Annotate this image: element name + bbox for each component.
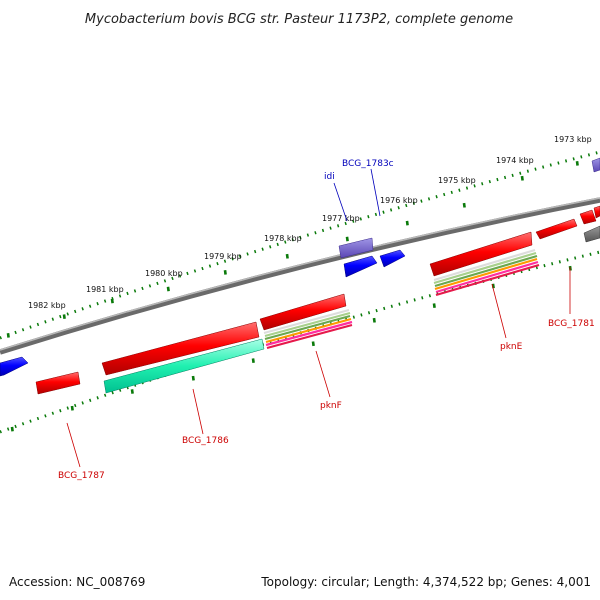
gene-label-pknf[interactable]: pknF <box>320 401 342 411</box>
gene-label-pkne[interactable]: pknE <box>500 342 523 352</box>
gene-label-bcg1786[interactable]: BCG_1786 <box>182 436 229 446</box>
kbp-label: 1980 kbp <box>145 269 183 278</box>
gene-idi-arrows[interactable] <box>338 237 378 278</box>
gene-pknf-arrow[interactable] <box>259 293 347 331</box>
accession-text: Accession: NC_008769 <box>9 575 145 589</box>
outer-tick-rail <box>0 150 600 340</box>
kbp-label: 1973 kbp <box>554 135 592 144</box>
gene-label-idi[interactable]: idi <box>324 172 335 182</box>
kbp-label: 1982 kbp <box>28 301 66 310</box>
pkne-feature-stack <box>433 248 540 297</box>
gene-bcg1786-teal-arrow[interactable] <box>103 338 265 394</box>
gene-bcg1786-arrow[interactable] <box>101 321 260 376</box>
kbp-label: 1981 kbp <box>86 285 124 294</box>
leader-lines <box>66 168 571 468</box>
genome-title: Mycobacterium bovis BCG str. Pasteur 117… <box>85 12 513 27</box>
gene-label-bcg1781[interactable]: BCG_1781 <box>548 319 595 329</box>
gene-bcg1787-arrow[interactable] <box>35 371 81 395</box>
pknf-feature-stack <box>263 308 353 350</box>
kbp-label: 1976 kbp <box>380 196 418 205</box>
gene-bcg1783c-arrow[interactable] <box>379 249 406 268</box>
kbp-label: 1979 kbp <box>204 252 242 261</box>
gene-label-bcg1783c[interactable]: BCG_1783c <box>342 159 394 169</box>
gene-label-bcg1787[interactable]: BCG_1787 <box>58 471 105 481</box>
genome-summary-text: Topology: circular; Length: 4,374,522 bp… <box>260 575 591 589</box>
kbp-label: 1977 kbp <box>322 214 360 223</box>
kbp-label: 1975 kbp <box>438 176 476 185</box>
kbp-labels: 1973 kbp 1974 kbp 1975 kbp 1976 kbp 1977… <box>28 135 592 310</box>
gene-left-edge-arrow[interactable] <box>0 356 29 377</box>
gene-bcg1781-arrow[interactable] <box>535 205 600 240</box>
gene-pkne-arrow[interactable] <box>429 231 533 277</box>
gene-edge-arrows[interactable] <box>583 157 600 243</box>
kbp-label: 1978 kbp <box>264 234 302 243</box>
genome-backbone <box>0 197 600 355</box>
kbp-label: 1974 kbp <box>496 156 534 165</box>
